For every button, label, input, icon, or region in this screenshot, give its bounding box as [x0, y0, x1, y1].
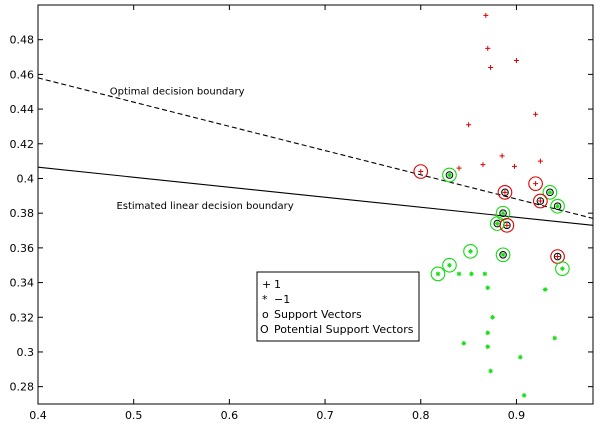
support-vector-marker [553, 252, 562, 261]
potential-support-vector-marker [499, 217, 515, 233]
point-positive [504, 222, 510, 228]
potential-support-vector-marker [528, 176, 543, 192]
support-vector-marker [546, 188, 554, 197]
point-positive [483, 12, 489, 18]
y-tick-label: 0.32 [10, 311, 35, 324]
legend: + 1 * −1 o Support Vectors O Potential S… [256, 271, 420, 342]
point-negative [555, 203, 560, 209]
point-positive [466, 122, 472, 128]
point-negative [485, 330, 491, 336]
potential-support-vector-marker [497, 185, 513, 200]
axes-frame [37, 4, 594, 405]
y-tick-label: 0.4 [17, 172, 35, 185]
potential-support-vector-marker [495, 247, 511, 263]
potential-support-vector-marker [555, 261, 570, 277]
x-tick-label: 0.7 [316, 409, 334, 422]
potential-support-vector-marker [413, 164, 429, 179]
y-tick-label: 0.48 [10, 34, 35, 47]
legend-box [256, 271, 420, 342]
point-negative [542, 287, 548, 292]
potential-support-vector-marker [550, 198, 565, 214]
point-negative [485, 344, 491, 350]
point-negative [456, 271, 462, 277]
y-tick-label: 0.42 [10, 138, 35, 151]
legend-label-support-vectors: Support Vectors [274, 308, 362, 321]
legend-symbol-positive: + [262, 278, 271, 291]
annotation-estimated-boundary: Estimated linear decision boundary [116, 201, 293, 212]
potential-support-vector-marker [542, 185, 558, 200]
x-tick-label: 0.5 [125, 409, 143, 422]
point-positive [537, 158, 543, 164]
point-positive [533, 181, 539, 187]
support-vector-marker [553, 202, 562, 211]
x-tick-label: 0.6 [221, 409, 239, 422]
point-negative [517, 354, 523, 360]
potential-support-vector-marker [442, 257, 457, 273]
y-tick-label: 0.28 [10, 381, 35, 394]
y-tick-label: 0.46 [10, 68, 35, 81]
point-positive [456, 165, 462, 171]
point-negative [469, 271, 474, 277]
annotation-optimal-boundary: Optimal decision boundary [110, 86, 245, 97]
point-negative [494, 221, 500, 226]
x-tick-label: 0.8 [412, 409, 430, 422]
plot-area [37, 12, 594, 398]
potential-support-vector-marker [442, 167, 457, 183]
support-vector-marker [445, 171, 454, 179]
point-positive [512, 163, 518, 169]
support-vector-marker [499, 251, 507, 259]
point-positive [418, 169, 424, 175]
point-negative [552, 335, 558, 341]
potential-support-vector-marker [489, 216, 505, 231]
point-negative [447, 262, 452, 268]
point-negative [482, 271, 488, 277]
potential-support-vector-marker [430, 266, 446, 282]
potential-support-vector-marker [463, 243, 478, 259]
point-negative [547, 189, 553, 195]
point-negative [468, 248, 473, 254]
point-negative [500, 252, 506, 258]
point-positive [485, 45, 491, 51]
point-negative [559, 266, 565, 272]
point-negative [435, 271, 441, 277]
point-negative [490, 314, 495, 320]
legend-symbol-potential-support-vectors: O [260, 323, 269, 336]
y-tick-label: 0.38 [10, 207, 35, 220]
legend-symbol-support-vectors: o [262, 308, 269, 321]
point-positive [488, 64, 494, 70]
support-vector-marker [536, 197, 545, 205]
point-negative [447, 172, 452, 178]
legend-label-positive: 1 [274, 278, 281, 291]
y-tick-label: 0.44 [10, 103, 35, 116]
legend-label-negative: −1 [274, 293, 290, 306]
point-negative [485, 285, 491, 291]
point-negative [488, 368, 494, 374]
point-positive [502, 189, 508, 195]
potential-support-vector-marker [533, 193, 548, 209]
point-positive [480, 162, 486, 168]
legend-symbol-negative: * [262, 293, 268, 306]
point-positive [555, 254, 561, 260]
y-tick-label: 0.34 [10, 277, 35, 290]
point-negative [500, 210, 506, 216]
point-positive [533, 111, 539, 117]
point-positive [513, 58, 519, 64]
point-negative [461, 340, 467, 346]
support-vector-marker [501, 188, 509, 197]
axes: 0.4 0.5 0.6 0.7 0.8 0.9 0.28 0.3 0.32 0.34 0.36 0.3… [10, 4, 594, 422]
y-tick-label: 0.3 [17, 346, 35, 359]
point-positive [499, 153, 505, 159]
legend-label-potential-support-vectors: Potential Support Vectors [274, 323, 414, 336]
point-positive [537, 198, 543, 204]
point-negative [521, 392, 527, 398]
y-tick-label: 0.36 [10, 242, 35, 255]
x-tick-label: 0.4 [29, 409, 47, 422]
x-tick-label: 0.9 [508, 409, 526, 422]
support-vector-marker [499, 209, 507, 217]
